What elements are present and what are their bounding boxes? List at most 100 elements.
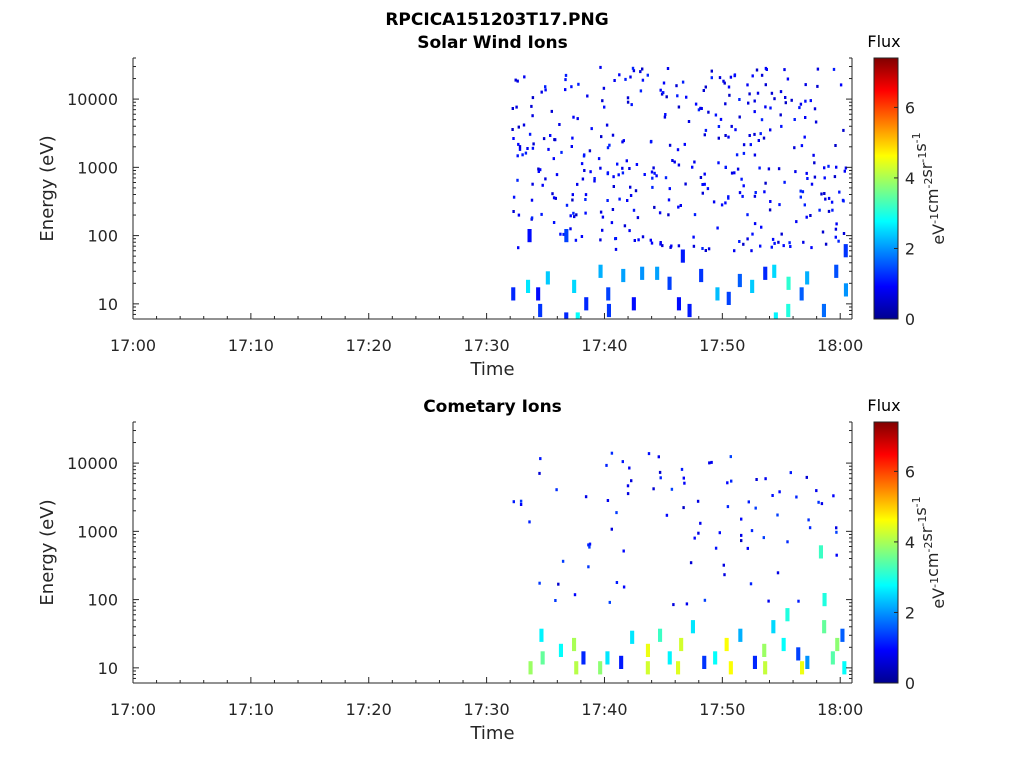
flux-cell [837,239,840,243]
flux-cell [588,149,592,153]
flux-cell [539,168,542,172]
flux-cell [575,213,578,217]
flux-cell [813,107,817,111]
flux-burst [527,229,532,243]
flux-cell [667,213,670,217]
flux-cell [635,163,639,166]
flux-cell [710,76,713,80]
flux-cell [784,101,787,105]
flux-cell [707,110,710,114]
flux-cell [730,124,733,128]
flux-cell [677,205,680,209]
flux-burst [799,287,804,301]
flux-cell [797,599,800,603]
flux-cell [777,240,780,244]
flux-cell [747,500,750,504]
flux-cell [570,145,573,148]
flux-cell [608,143,611,147]
flux-cell [730,479,733,483]
flux-burst [715,287,720,301]
flux-cell [803,135,806,139]
flux-burst [526,279,531,293]
flux-cell [528,520,531,524]
flux-cell [718,76,722,80]
flux-cell [724,201,727,205]
unit-exponent: -1 [916,152,929,163]
flux-cell [789,245,792,248]
y-axis-label: Energy (eV) [37,135,58,241]
flux-cell [676,148,680,152]
flux-cell [773,97,776,101]
flux-cell [798,106,801,110]
flux-cell [719,117,723,121]
flux-cell [746,213,749,217]
unit-base: s [911,507,930,515]
flux-cell [621,171,625,175]
flux-cell [804,83,807,87]
flux-cell [803,203,806,207]
flux-cell [807,518,810,522]
flux-cell [704,249,707,252]
flux-cell [611,208,615,211]
flux-cell [702,89,705,92]
flux-cell [724,102,727,106]
flux-cell [634,189,638,193]
flux-cell [801,190,805,194]
flux-burst [575,312,580,319]
colorbar-tick-label: 0 [905,310,915,329]
flux-cell [699,521,702,525]
flux-cell [722,79,725,83]
flux-cell [626,96,630,100]
colorbar-tick-label: 0 [905,674,915,693]
flux-cell [571,198,574,202]
flux-cell [571,193,574,197]
flux-cell [802,240,805,244]
flux-cell [827,164,830,168]
flux-burst [750,279,755,293]
flux-cell [516,178,519,182]
flux-cell [769,200,772,203]
flux-cell [560,150,563,154]
flux-cell [699,106,702,110]
flux-cell [727,195,730,199]
flux-cell [740,177,743,181]
flux-cell [622,139,625,143]
flux-cell [697,108,701,112]
flux-cell [659,242,662,246]
y-tick-label: 10 [98,659,118,678]
flux-cell [749,582,753,586]
unit-base: cm [923,553,942,577]
flux-cell [687,120,691,123]
flux-cell [564,73,568,77]
flux-burst [785,608,790,622]
flux-cell [810,182,814,186]
flux-cell [657,455,660,459]
flux-cell [776,513,779,517]
flux-cell [632,208,636,212]
flux-cell [626,100,630,104]
flux-cell [590,127,593,131]
flux-cell [694,102,698,106]
flux-cell [623,224,627,228]
flux-cell [601,215,605,219]
flux-cell [658,470,662,474]
flux-cell [758,166,761,170]
flux-cell [557,582,560,586]
flux-cell [576,117,579,121]
flux-cell [786,77,790,81]
flux-cell [813,175,817,179]
unit-exponent: -1 [928,213,941,224]
flux-cell [844,166,848,170]
flux-cell [736,167,740,171]
flux-cell [701,191,704,195]
flux-cell [651,185,654,189]
flux-cell [808,526,812,530]
flux-cell [618,197,621,201]
flux-cell [599,65,602,69]
unit-base: sr [917,526,936,541]
flux-burst [840,628,845,642]
flux-cell [517,246,520,250]
flux-cell [629,194,633,197]
flux-cell [746,546,749,550]
flux-cell [677,244,681,248]
